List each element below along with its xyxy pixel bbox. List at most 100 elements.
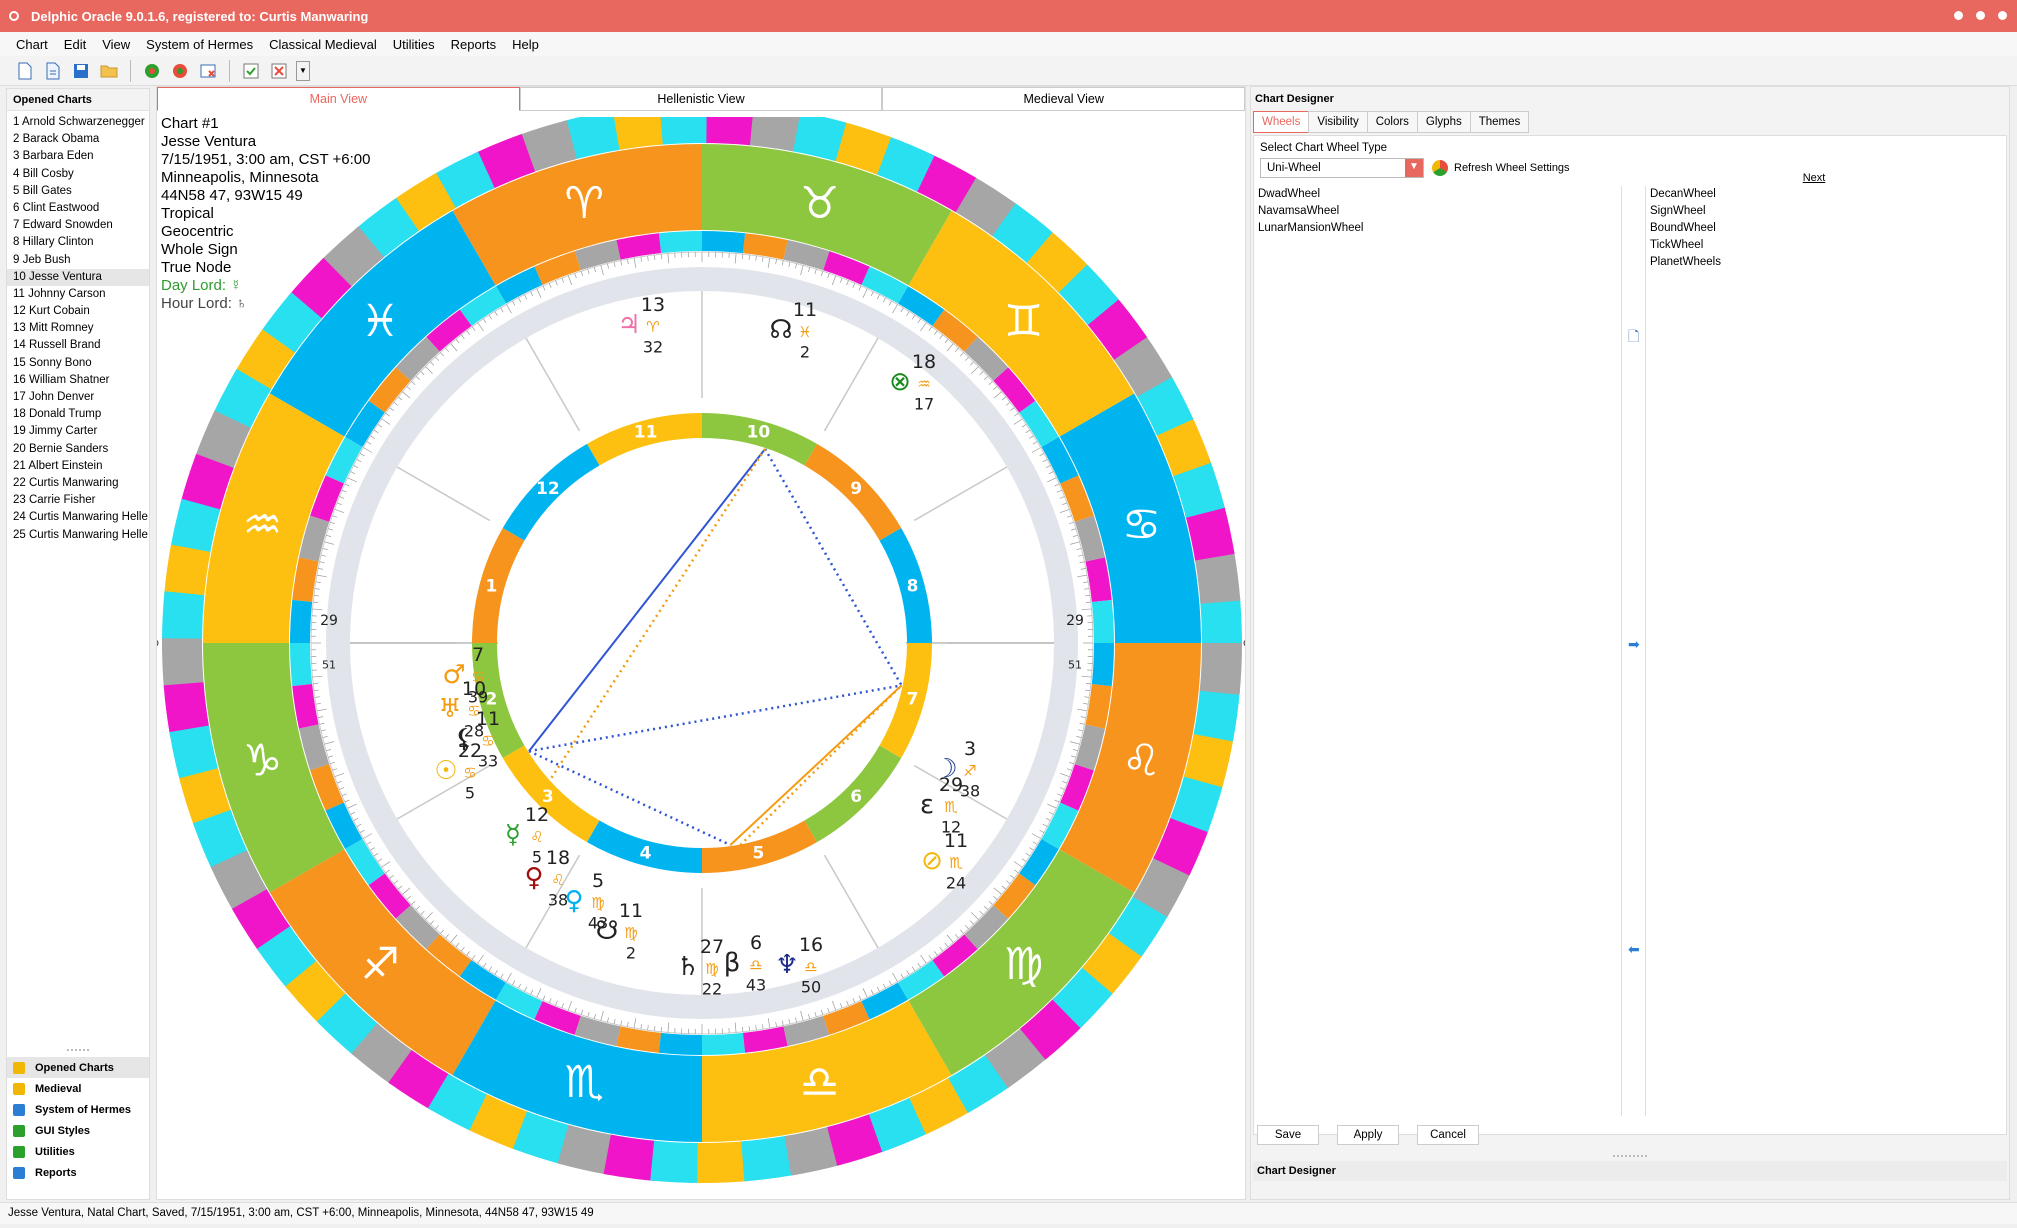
chart-list-item[interactable]: 21 Albert Einstein xyxy=(13,459,103,472)
new-wheel-icon[interactable]: 🗋 xyxy=(1628,328,1640,344)
chart-list-item[interactable]: 4 Bill Cosby xyxy=(13,167,74,180)
chart-list-item[interactable]: 17 John Denver xyxy=(13,391,95,403)
chart-list-item[interactable]: 10 Jesse Ventura xyxy=(7,268,149,286)
apply-button[interactable]: Apply xyxy=(1337,1125,1399,1145)
nav-item[interactable]: GUI Styles xyxy=(7,1120,149,1141)
tab-colors[interactable]: Colors xyxy=(1366,111,1418,133)
house-line xyxy=(823,337,879,432)
chart-list-item[interactable]: 14 Russell Brand xyxy=(13,339,101,352)
remove-checklist-icon[interactable] xyxy=(268,60,290,82)
wheel-list-item[interactable]: DwadWheel xyxy=(1258,188,1320,200)
chart-list-item[interactable]: 24 Curtis Manwaring Helle xyxy=(13,511,148,524)
degree-tick xyxy=(314,588,320,590)
tab-medieval-view[interactable]: Medieval View xyxy=(882,87,1246,111)
chart-list-item[interactable]: 1 Arnold Schwarzenegger xyxy=(13,116,145,128)
degree-tick xyxy=(356,823,362,827)
splitter-grip[interactable] xyxy=(1613,1155,1647,1161)
wheel-list-item[interactable]: PlanetWheels xyxy=(1650,256,1721,268)
minimize-button[interactable] xyxy=(1954,11,1963,20)
refresh-wheel-icon[interactable] xyxy=(1432,160,1448,176)
refresh-wheel-label[interactable]: Refresh Wheel Settings xyxy=(1454,162,1570,174)
chart-list-item[interactable]: 6 Clint Eastwood xyxy=(13,201,100,214)
dropdown-icon[interactable]: ▼ xyxy=(296,60,310,81)
tab-themes[interactable]: Themes xyxy=(1469,111,1530,133)
degree-tick xyxy=(1057,489,1063,493)
menu-chart[interactable]: Chart xyxy=(16,36,48,52)
nav-item[interactable]: Reports xyxy=(7,1162,149,1183)
wheel-list-item[interactable]: LunarMansionWheel xyxy=(1258,222,1364,234)
tab-wheels[interactable]: Wheels xyxy=(1253,111,1310,133)
tab-main-view[interactable]: Main View xyxy=(157,87,520,111)
degree-tick xyxy=(420,371,425,376)
chart-list-item[interactable]: 20 Bernie Sanders xyxy=(13,442,109,455)
open-folder-icon[interactable] xyxy=(98,60,120,82)
chart-list-item[interactable]: 19 Jimmy Carter xyxy=(13,425,98,438)
nav-item[interactable]: Opened Charts xyxy=(7,1057,149,1078)
degree-tick xyxy=(389,875,394,879)
degree-tick xyxy=(548,282,552,288)
degree-tick xyxy=(402,887,411,895)
chart-list-item[interactable]: 5 Bill Gates xyxy=(13,184,72,197)
delete-chart-icon[interactable] xyxy=(197,60,219,82)
chart-list-item[interactable]: 22 Curtis Manwaring xyxy=(13,476,119,489)
save-button[interactable]: Save xyxy=(1257,1125,1319,1145)
wheel-list-item[interactable]: TickWheel xyxy=(1650,239,1704,251)
splitter-grip[interactable] xyxy=(67,1049,89,1057)
maximize-button[interactable] xyxy=(1976,11,1985,20)
chart-list-item[interactable]: 11 Johnny Carson xyxy=(13,287,106,300)
chart-globe-red-icon[interactable] xyxy=(169,60,191,82)
degree-tick xyxy=(755,1025,757,1031)
wheel-list-item[interactable]: NavamsaWheel xyxy=(1258,205,1340,217)
wheel-list-item[interactable]: BoundWheel xyxy=(1650,222,1716,234)
chart-list-item[interactable]: 16 William Shatner xyxy=(13,373,110,386)
chart-list-item[interactable]: 15 Sonny Bono xyxy=(13,356,92,369)
menu-help[interactable]: Help xyxy=(512,36,539,52)
wheel-type-select[interactable]: Uni-Wheel ▼ xyxy=(1260,158,1424,178)
chevron-down-icon[interactable]: ▼ xyxy=(1405,159,1423,177)
chart-list-item[interactable]: 18 Donald Trump xyxy=(13,408,102,421)
dsc-marker xyxy=(1243,640,1245,646)
menu-utilities[interactable]: Utilities xyxy=(392,36,435,52)
chart-globe-icon[interactable] xyxy=(141,60,163,82)
nav-item[interactable]: Utilities xyxy=(7,1141,149,1162)
menu-classical-medieval[interactable]: Classical Medieval xyxy=(269,36,377,52)
menu-edit[interactable]: Edit xyxy=(63,36,87,52)
nav-item[interactable]: Medieval xyxy=(7,1078,149,1099)
house-number: 9 xyxy=(850,479,862,499)
degree-tick xyxy=(1010,875,1015,879)
chart-list-item[interactable]: 2 Barack Obama xyxy=(13,133,100,146)
chart-list-item[interactable]: 12 Kurt Cobain xyxy=(13,305,90,318)
next-link[interactable]: Next xyxy=(1802,172,1826,184)
close-button[interactable] xyxy=(1998,11,2007,20)
arrow-left-icon[interactable]: ⬅ xyxy=(1628,941,1640,957)
new-document-icon[interactable] xyxy=(42,60,64,82)
opened-charts-header: Opened Charts xyxy=(7,89,149,111)
tab-visibility[interactable]: Visibility xyxy=(1308,111,1368,133)
menu-system-of-hermes[interactable]: System of Hermes xyxy=(146,36,254,52)
nav-item[interactable]: System of Hermes xyxy=(7,1099,149,1120)
chart-list-item[interactable]: 25 Curtis Manwaring Helle xyxy=(13,528,148,541)
save-icon[interactable] xyxy=(70,60,92,82)
decan-segment xyxy=(788,117,847,162)
chart-list-item[interactable]: 9 Jeb Bush xyxy=(13,253,71,266)
chart-list-item[interactable]: 13 Mitt Romney xyxy=(13,322,94,335)
house-number: 2 xyxy=(486,689,498,709)
planet-degree: 11 xyxy=(619,900,643,922)
menu-view[interactable]: View xyxy=(102,36,131,52)
wheel-list-item[interactable]: SignWheel xyxy=(1650,205,1706,217)
menu-reports[interactable]: Reports xyxy=(450,36,497,52)
cancel-button[interactable]: Cancel xyxy=(1417,1125,1479,1145)
new-chart-icon[interactable] xyxy=(14,60,36,82)
chart-list-item[interactable]: 3 Barbara Eden xyxy=(13,150,94,163)
degree-tick xyxy=(440,929,444,934)
chart-list-item[interactable]: 8 Hillary Clinton xyxy=(13,236,94,249)
degree-tick xyxy=(620,1020,623,1026)
tab-hellenistic-view[interactable]: Hellenistic View xyxy=(519,87,883,111)
wheel-list-item[interactable]: DecanWheel xyxy=(1650,188,1716,200)
arrow-right-icon[interactable]: ➡ xyxy=(1628,636,1640,652)
chart-list-item[interactable]: 23 Carrie Fisher xyxy=(13,494,96,507)
checklist-icon[interactable] xyxy=(240,60,262,82)
chart-list-item[interactable]: 7 Edward Snowden xyxy=(13,219,113,232)
tab-glyphs[interactable]: Glyphs xyxy=(1416,111,1471,133)
